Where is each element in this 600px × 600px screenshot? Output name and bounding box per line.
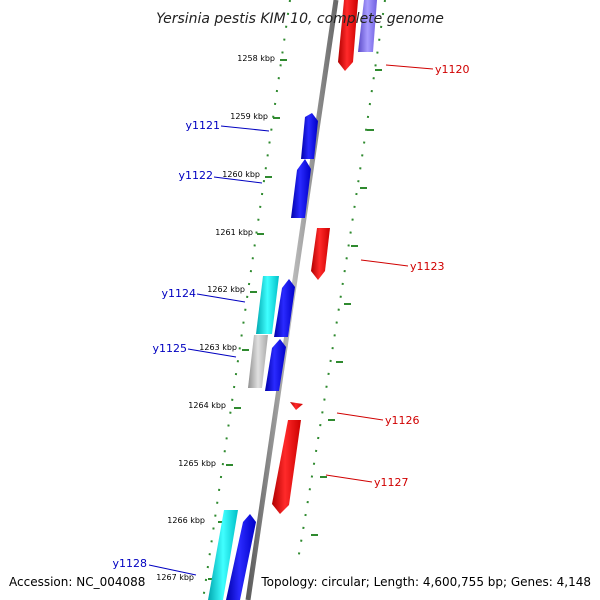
outer-tick-track bbox=[297, 0, 386, 561]
gene-label-y1124[interactable]: y1124 bbox=[161, 287, 196, 300]
gene-shape-y1127 bbox=[272, 420, 301, 514]
gene-shape-y1128 bbox=[226, 514, 256, 600]
gene-label-y1123[interactable]: y1123 bbox=[410, 260, 445, 273]
gene-shape-y1120 bbox=[338, 0, 358, 71]
topology-text: Topology: circular; Length: 4,600,755 bp… bbox=[260, 575, 591, 589]
tick-labels: 1258 kbp 1259 kbp 1260 kbp 1261 kbp 1262… bbox=[156, 54, 275, 582]
tick-label-1258: 1258 kbp bbox=[237, 54, 275, 63]
gene-shape-y1125-grey bbox=[248, 335, 268, 388]
inner-tick-track bbox=[202, 0, 291, 600]
forward-genes bbox=[208, 113, 318, 600]
left-gene-labels: y1121 y1122 y1124 y1125 y1128 bbox=[112, 119, 220, 570]
left-label-leaders bbox=[148, 125, 270, 576]
gene-shape-y1120-lavender bbox=[358, 0, 377, 52]
reverse-genes bbox=[272, 0, 377, 514]
right-label-leaders bbox=[325, 64, 434, 483]
gene-shape-y1125 bbox=[265, 339, 286, 391]
tick-label-1263: 1263 kbp bbox=[199, 343, 237, 352]
tick-label-1265: 1265 kbp bbox=[178, 459, 216, 468]
gene-shape-y1121 bbox=[301, 113, 318, 159]
gene-label-y1125[interactable]: y1125 bbox=[152, 342, 187, 355]
gene-label-y1126[interactable]: y1126 bbox=[385, 414, 420, 427]
gene-shape-y1124 bbox=[274, 279, 295, 337]
tick-label-1260: 1260 kbp bbox=[222, 170, 260, 179]
gene-shape-y1124-cyan bbox=[256, 276, 279, 334]
accession-text: Accession: NC_004088 bbox=[9, 575, 145, 589]
right-gene-labels: y1120 y1123 y1126 y1127 bbox=[374, 63, 470, 489]
outer-ticks bbox=[311, 69, 382, 536]
tick-label-1267: 1267 kbp bbox=[156, 573, 194, 582]
gene-label-y1122[interactable]: y1122 bbox=[178, 169, 213, 182]
gene-shape-y1126 bbox=[290, 402, 303, 410]
gene-shape-y1122 bbox=[291, 159, 311, 218]
gene-label-y1128[interactable]: y1128 bbox=[112, 557, 147, 570]
tick-label-1266: 1266 kbp bbox=[167, 516, 205, 525]
gene-label-y1121[interactable]: y1121 bbox=[185, 119, 220, 132]
gene-shape-y1123 bbox=[311, 228, 330, 280]
gene-shape-y1128-cyan bbox=[208, 510, 238, 600]
tick-label-1261: 1261 kbp bbox=[215, 228, 253, 237]
tick-label-1264: 1264 kbp bbox=[188, 401, 226, 410]
gene-label-y1127[interactable]: y1127 bbox=[374, 476, 409, 489]
tick-label-1259: 1259 kbp bbox=[230, 112, 268, 121]
gene-label-y1120[interactable]: y1120 bbox=[435, 63, 470, 76]
tick-label-1262: 1262 kbp bbox=[207, 285, 245, 294]
map-title: Yersinia pestis KIM 10, complete genome bbox=[156, 11, 444, 27]
